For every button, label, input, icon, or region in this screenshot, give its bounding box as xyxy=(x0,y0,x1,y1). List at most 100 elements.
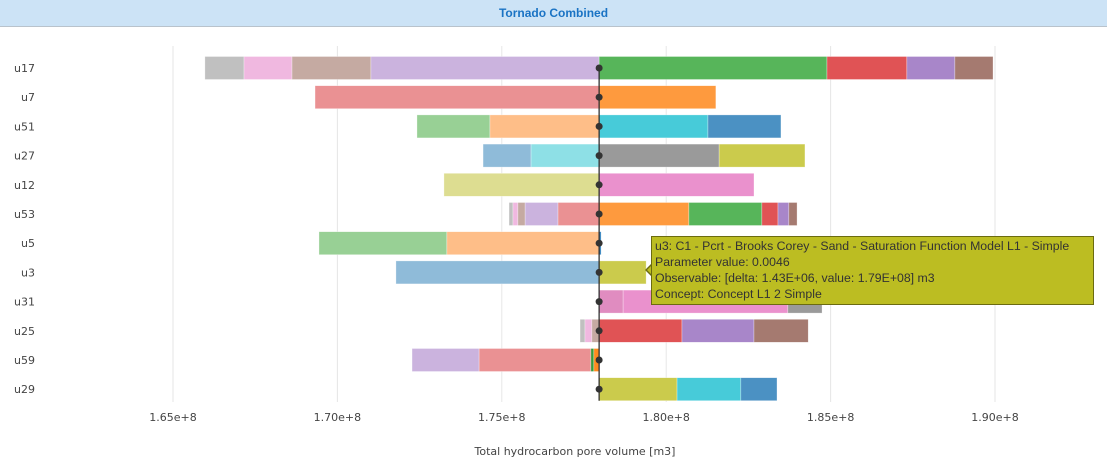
y-category-label: u27 xyxy=(14,150,35,163)
bar-segment[interactable] xyxy=(718,143,806,168)
bar-segment[interactable] xyxy=(676,377,742,402)
base-value-marker xyxy=(595,356,603,364)
x-axis-title: Total hydrocarbon pore volume [m3] xyxy=(474,445,676,458)
bar-segment[interactable] xyxy=(478,348,592,372)
base-value-marker xyxy=(595,239,603,247)
base-value-marker xyxy=(595,122,603,130)
bar-segment[interactable] xyxy=(524,202,559,226)
bar-segment[interactable] xyxy=(598,289,624,314)
bar-segment[interactable] xyxy=(370,56,600,80)
bar-row-u7[interactable] xyxy=(314,85,717,109)
bar-segment[interactable] xyxy=(753,318,809,343)
base-value-marker xyxy=(595,93,603,101)
bar-segment[interactable] xyxy=(681,318,755,343)
bar-segment[interactable] xyxy=(761,202,779,226)
tooltip-observable: Observable: [delta: 1.43E+06, value: 1.7… xyxy=(655,271,935,285)
x-tick-label: 1.80e+8 xyxy=(642,411,689,424)
bar-segment[interactable] xyxy=(598,56,828,80)
y-axis-labels: u17 u7 u51 u27 u12 u53 u5 u3 u31 u25 u59 u29 xyxy=(14,62,35,396)
bar-segment[interactable] xyxy=(446,231,600,255)
base-value-marker xyxy=(595,268,603,276)
bar-segment[interactable] xyxy=(688,202,763,226)
bar-row-u59[interactable] xyxy=(411,348,600,372)
bar-row-u25[interactable] xyxy=(579,318,809,343)
bar-segment[interactable] xyxy=(598,85,717,109)
bar-segment[interactable] xyxy=(411,348,480,372)
bar-segment[interactable] xyxy=(598,202,690,226)
bar-segment[interactable] xyxy=(707,114,782,139)
bar-segment[interactable] xyxy=(314,85,600,109)
bar-segment[interactable] xyxy=(906,56,956,80)
bar-row-u5[interactable] xyxy=(318,231,602,255)
bar-segment[interactable] xyxy=(489,114,600,139)
tooltip-concept: Concept: Concept L1 2 Simple xyxy=(655,287,822,301)
bar-row-u29[interactable] xyxy=(598,377,778,402)
bar-segment[interactable] xyxy=(557,202,600,226)
base-value-marker xyxy=(595,298,603,306)
x-tick-label: 1.85e+8 xyxy=(807,411,854,424)
y-category-label: u3 xyxy=(21,266,35,279)
base-value-marker xyxy=(595,181,603,189)
bar-segment[interactable] xyxy=(598,260,647,285)
y-category-label: u31 xyxy=(14,296,35,309)
tooltip-title: u3: C1 - Pcrt - Brooks Corey - Sand - Sa… xyxy=(655,239,1070,253)
bar-segment[interactable] xyxy=(291,56,372,80)
y-category-label: u29 xyxy=(14,383,35,396)
bar-row-u3[interactable] xyxy=(395,260,647,285)
bar-row-u27[interactable] xyxy=(482,143,806,168)
bar-segment[interactable] xyxy=(517,202,526,226)
bar-segment[interactable] xyxy=(482,143,532,168)
y-category-label: u59 xyxy=(14,354,35,367)
bars-layer xyxy=(204,56,994,402)
tooltip-arrow-fill xyxy=(647,264,653,276)
base-value-marker xyxy=(595,210,603,218)
x-axis-tick-labels: 1.65e+8 1.70e+8 1.75e+8 1.80e+8 1.85e+8 1.90e… xyxy=(149,411,1018,424)
x-tick-label: 1.90e+8 xyxy=(971,411,1018,424)
base-value-marker xyxy=(595,385,603,393)
bar-segment[interactable] xyxy=(204,56,245,80)
base-value-marker xyxy=(595,327,603,335)
base-line-layer xyxy=(595,64,603,401)
bar-segment[interactable] xyxy=(579,318,586,343)
y-category-label: u53 xyxy=(14,208,35,221)
bar-segment[interactable] xyxy=(318,231,448,255)
bar-segment[interactable] xyxy=(598,173,755,197)
chart-title-bar: Tornado Combined xyxy=(0,0,1107,27)
bar-segment[interactable] xyxy=(598,377,678,402)
y-category-label: u5 xyxy=(21,237,35,250)
bar-segment[interactable] xyxy=(443,173,600,197)
bar-row-u17[interactable] xyxy=(204,56,994,80)
bar-segment[interactable] xyxy=(512,202,519,226)
y-category-label: u17 xyxy=(14,62,35,75)
y-category-label: u7 xyxy=(21,91,35,104)
tooltip-parameter: Parameter value: 0.0046 xyxy=(655,255,790,269)
bar-segment[interactable] xyxy=(530,143,600,168)
bar-row-u51[interactable] xyxy=(416,114,782,139)
bar-segment[interactable] xyxy=(598,318,683,343)
bar-segment[interactable] xyxy=(416,114,491,139)
y-category-label: u25 xyxy=(14,325,35,338)
bar-segment[interactable] xyxy=(590,348,595,372)
base-value-marker xyxy=(595,152,603,160)
bar-segment[interactable] xyxy=(508,202,514,226)
bar-segment[interactable] xyxy=(598,114,709,139)
x-tick-label: 1.70e+8 xyxy=(314,411,361,424)
chart-title: Tornado Combined xyxy=(498,6,609,20)
bar-row-u53[interactable] xyxy=(508,202,798,226)
bar-segment[interactable] xyxy=(954,56,994,80)
y-category-label: u12 xyxy=(14,179,35,192)
bar-segment[interactable] xyxy=(395,260,600,285)
bar-row-u12[interactable] xyxy=(443,173,755,197)
base-value-marker xyxy=(595,64,603,72)
x-tick-label: 1.65e+8 xyxy=(149,411,196,424)
bar-segment[interactable] xyxy=(740,377,778,402)
bar-segment[interactable] xyxy=(777,202,790,226)
bar-segment[interactable] xyxy=(788,202,798,226)
bar-segment[interactable] xyxy=(243,56,293,80)
hover-tooltip: u3: C1 - Pcrt - Brooks Corey - Sand - Sa… xyxy=(651,236,1094,305)
x-tick-label: 1.75e+8 xyxy=(478,411,525,424)
bar-segment[interactable] xyxy=(598,143,720,168)
bar-segment[interactable] xyxy=(584,318,593,343)
bar-segment[interactable] xyxy=(826,56,908,80)
